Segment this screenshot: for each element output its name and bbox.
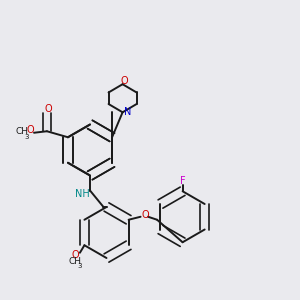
Text: CH: CH: [68, 257, 81, 266]
Text: O: O: [26, 125, 34, 135]
Text: O: O: [141, 210, 149, 220]
Text: NH: NH: [75, 189, 90, 199]
Text: N: N: [124, 107, 132, 117]
Text: O: O: [72, 250, 79, 260]
Text: 3: 3: [24, 134, 29, 140]
Text: O: O: [120, 76, 128, 86]
Text: CH: CH: [16, 127, 28, 136]
Text: 3: 3: [77, 263, 82, 269]
Text: F: F: [180, 176, 186, 186]
Text: O: O: [45, 104, 52, 114]
